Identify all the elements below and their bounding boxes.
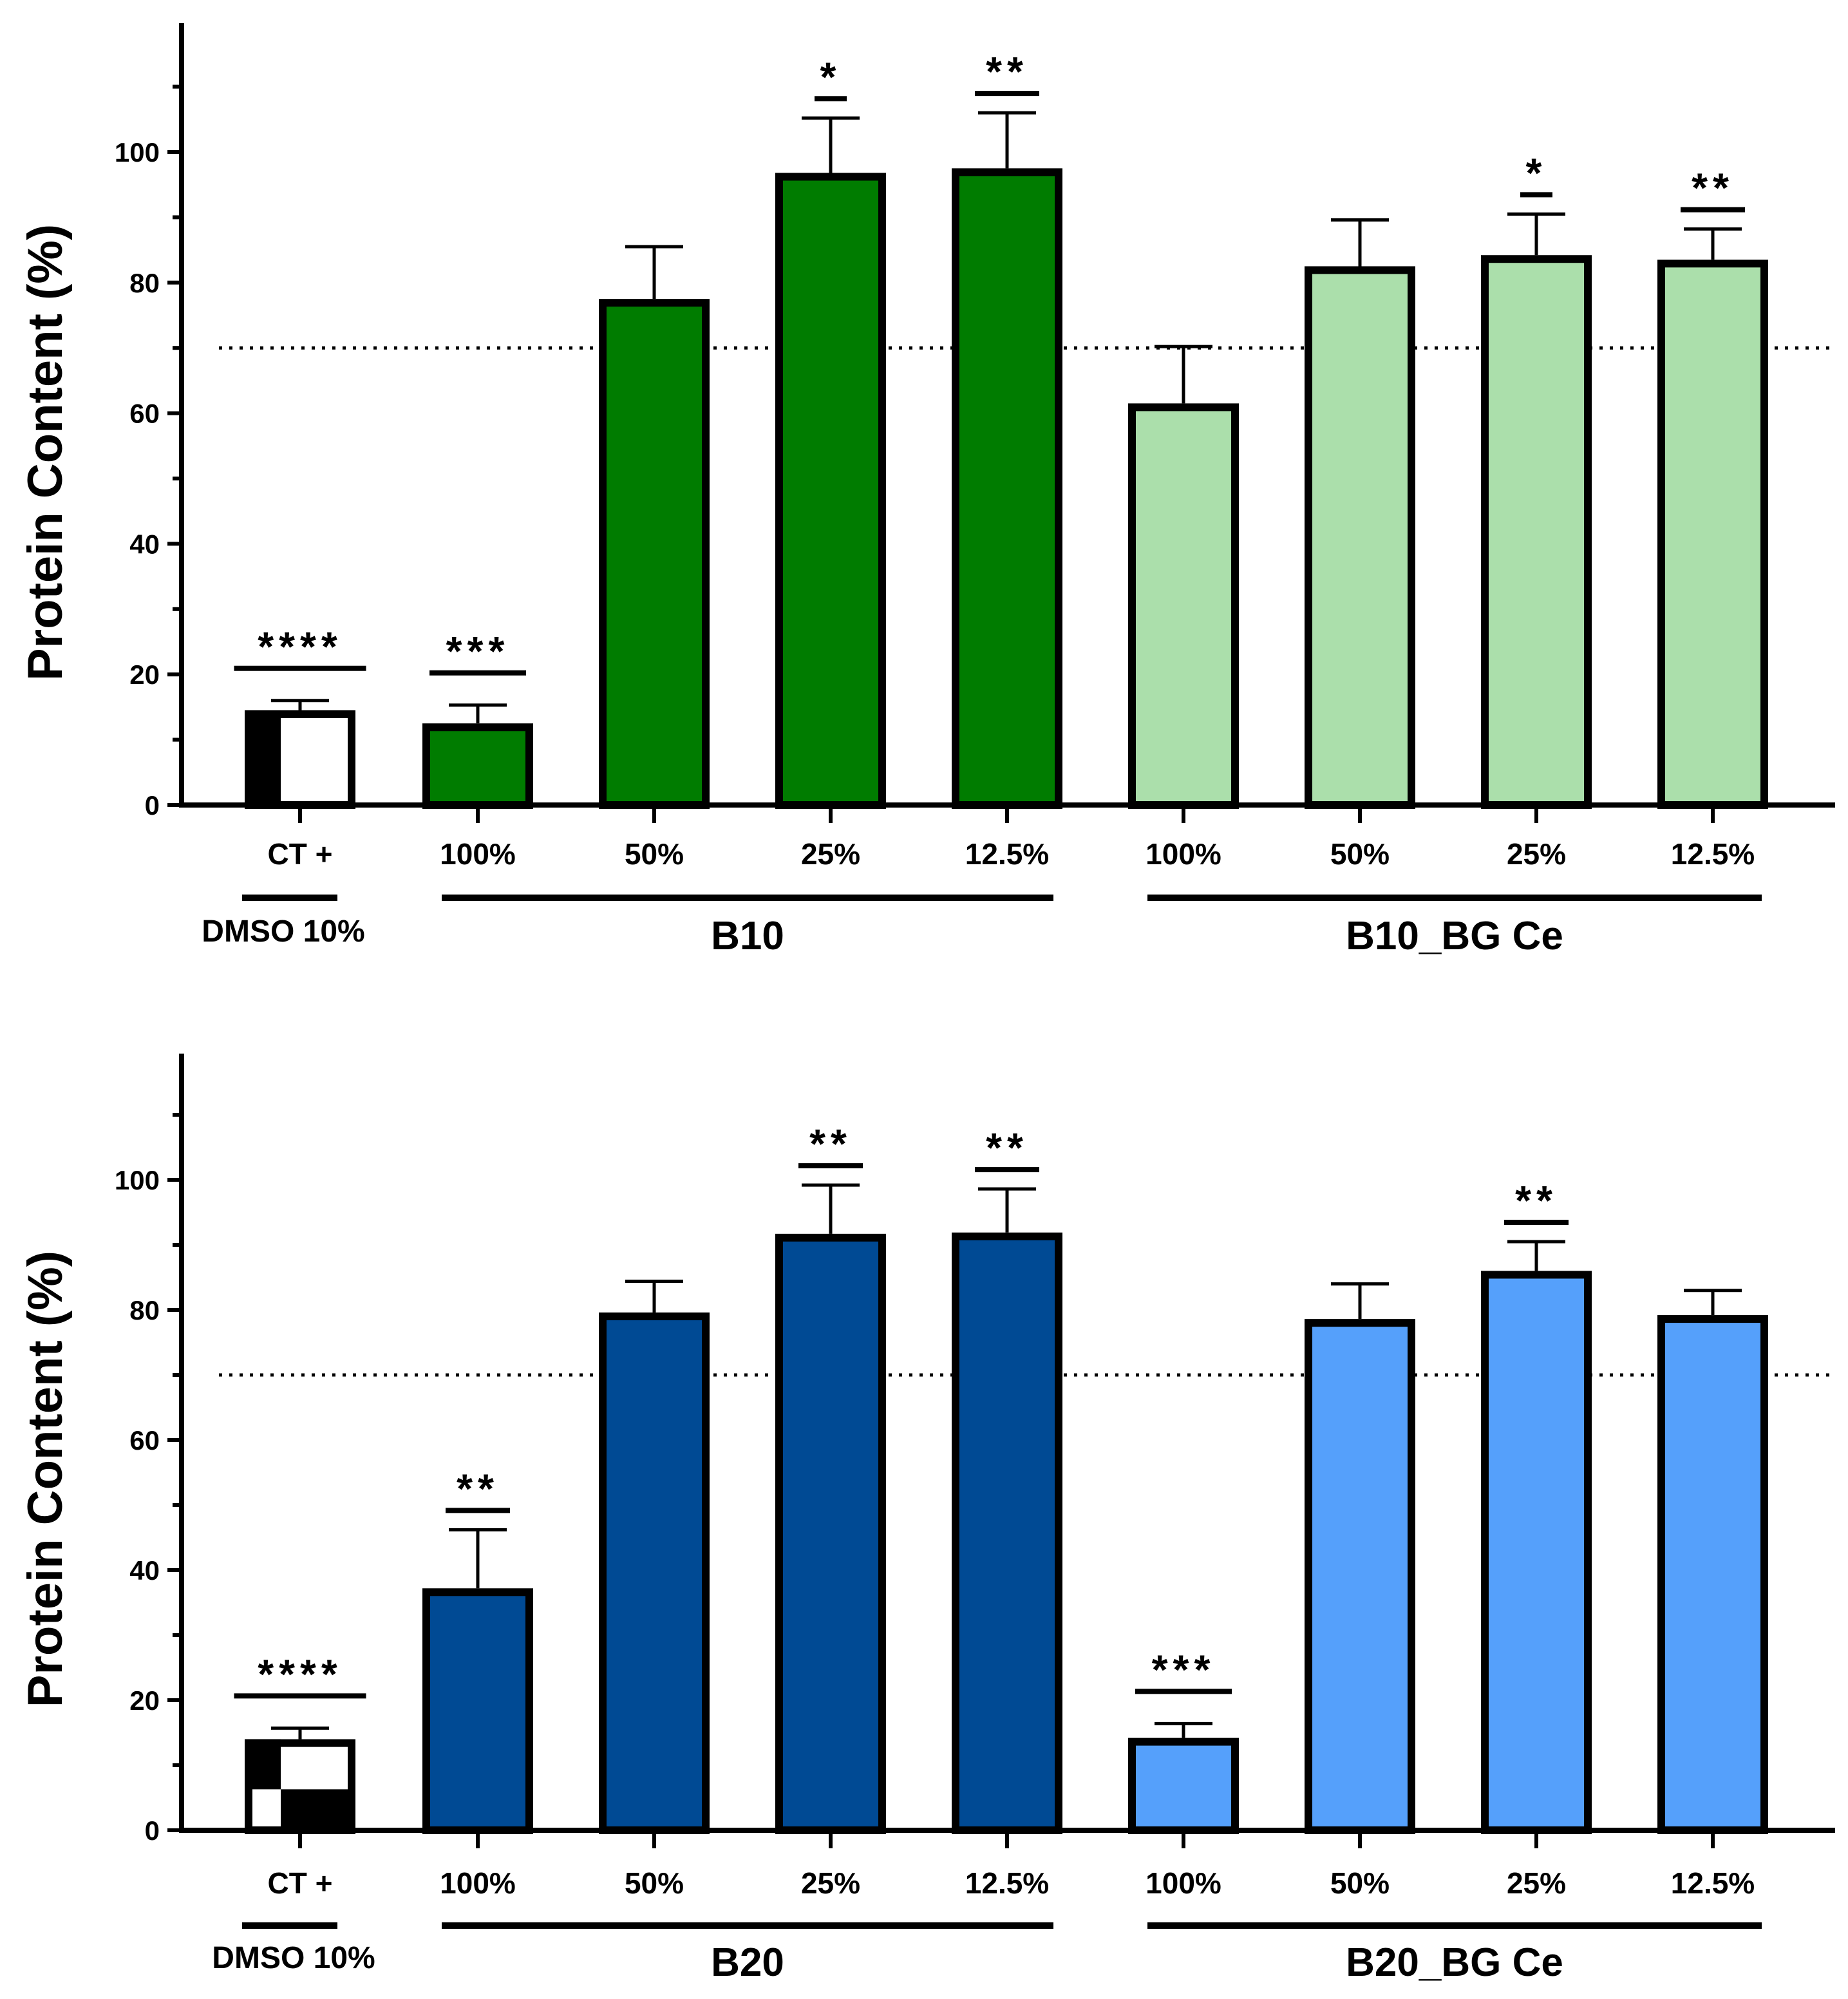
significance-label: *** (446, 628, 510, 674)
bar-group (599, 1280, 710, 1835)
bar (422, 723, 533, 809)
significance-label: **** (258, 623, 343, 670)
y-tick-label: 40 (129, 1555, 160, 1586)
bar-group (1305, 1282, 1415, 1834)
bar (599, 1312, 710, 1835)
group-label: DMSO 10% (212, 1941, 375, 1975)
x-tick-label: CT + (268, 1866, 333, 1900)
bar-group: ** (1481, 1177, 1592, 1834)
bar (952, 168, 1062, 810)
y-axis-title: Protein Content (%) (18, 1251, 73, 1707)
bar-group: **** (234, 623, 366, 809)
x-tick-label: CT + (268, 837, 333, 871)
x-tick-label: 100% (1146, 837, 1221, 871)
bar-group: *** (1128, 1646, 1239, 1835)
group-label: B20 (711, 1940, 784, 1985)
y-axis-title: Protein Content (%) (18, 224, 73, 681)
significance-label: * (1526, 149, 1547, 196)
y-tick-label: 20 (129, 1685, 160, 1716)
bar (1657, 260, 1768, 809)
bar-group (599, 245, 710, 809)
bar (952, 1232, 1062, 1835)
x-tick-label: 50% (1330, 1866, 1390, 1900)
bar-group: ** (952, 48, 1062, 810)
x-tick-label: 50% (625, 837, 684, 871)
bar (1128, 1738, 1239, 1835)
x-tick-label: 25% (801, 837, 860, 871)
group-label: B10_BG Ce (1346, 914, 1563, 958)
group-label: B20_BG Ce (1346, 1940, 1563, 1985)
bar (1481, 255, 1592, 810)
y-tick-label: 100 (115, 137, 160, 167)
significance-label: ** (457, 1465, 499, 1511)
bar-group (1128, 345, 1239, 809)
bar-pattern (281, 1789, 355, 1830)
bar-group: ** (775, 1121, 886, 1834)
x-tick-label: 50% (625, 1866, 684, 1900)
y-tick-label: 0 (145, 790, 160, 820)
x-tick-label: 100% (440, 1866, 516, 1900)
bar (599, 299, 710, 809)
x-tick-label: 12.5% (965, 1866, 1049, 1900)
y-tick-label: 100 (115, 1165, 160, 1195)
bar (1305, 1319, 1415, 1834)
significance-label: ** (986, 48, 1028, 95)
bar (775, 173, 886, 809)
y-tick-label: 40 (129, 529, 160, 559)
x-tick-label: 25% (1507, 837, 1566, 871)
x-tick-label: 100% (1146, 1866, 1221, 1900)
significance-label: ** (986, 1124, 1028, 1171)
group-label: DMSO 10% (202, 914, 364, 949)
x-tick-label: 12.5% (1671, 837, 1755, 871)
bar-group: ** (1657, 165, 1768, 809)
bar-group: ** (952, 1124, 1062, 1835)
significance-label: **** (258, 1651, 343, 1697)
bar (1305, 266, 1415, 809)
significance-label: *** (1152, 1646, 1216, 1692)
y-tick-label: 60 (129, 1425, 160, 1455)
significance-label: ** (1515, 1177, 1558, 1224)
bar (1481, 1271, 1592, 1834)
bar-group: * (775, 53, 886, 809)
y-tick-label: 60 (129, 399, 160, 429)
bar (1657, 1315, 1768, 1835)
x-tick-label: 12.5% (1671, 1866, 1755, 1900)
bar-group: *** (422, 628, 533, 809)
bar-group (1305, 218, 1415, 809)
significance-label: ** (809, 1121, 852, 1167)
x-tick-label: 100% (440, 837, 516, 871)
significance-label: ** (1692, 165, 1734, 211)
y-tick-label: 20 (129, 659, 160, 690)
y-tick-label: 0 (145, 1815, 160, 1846)
bar (775, 1233, 886, 1834)
bar (422, 1588, 533, 1835)
y-tick-label: 80 (129, 1295, 160, 1325)
x-tick-label: 50% (1330, 837, 1390, 871)
bar-group (1657, 1289, 1768, 1835)
bar-group: ** (422, 1465, 533, 1835)
bar (1128, 403, 1239, 809)
bar-group: **** (234, 1651, 366, 1835)
significance-label: * (820, 53, 842, 100)
x-tick-label: 12.5% (965, 837, 1049, 871)
x-tick-label: 25% (1507, 1866, 1566, 1900)
y-tick-label: 80 (129, 268, 160, 298)
bar-group: * (1481, 149, 1592, 810)
x-tick-label: 25% (801, 1866, 860, 1900)
group-label: B10 (711, 914, 784, 958)
